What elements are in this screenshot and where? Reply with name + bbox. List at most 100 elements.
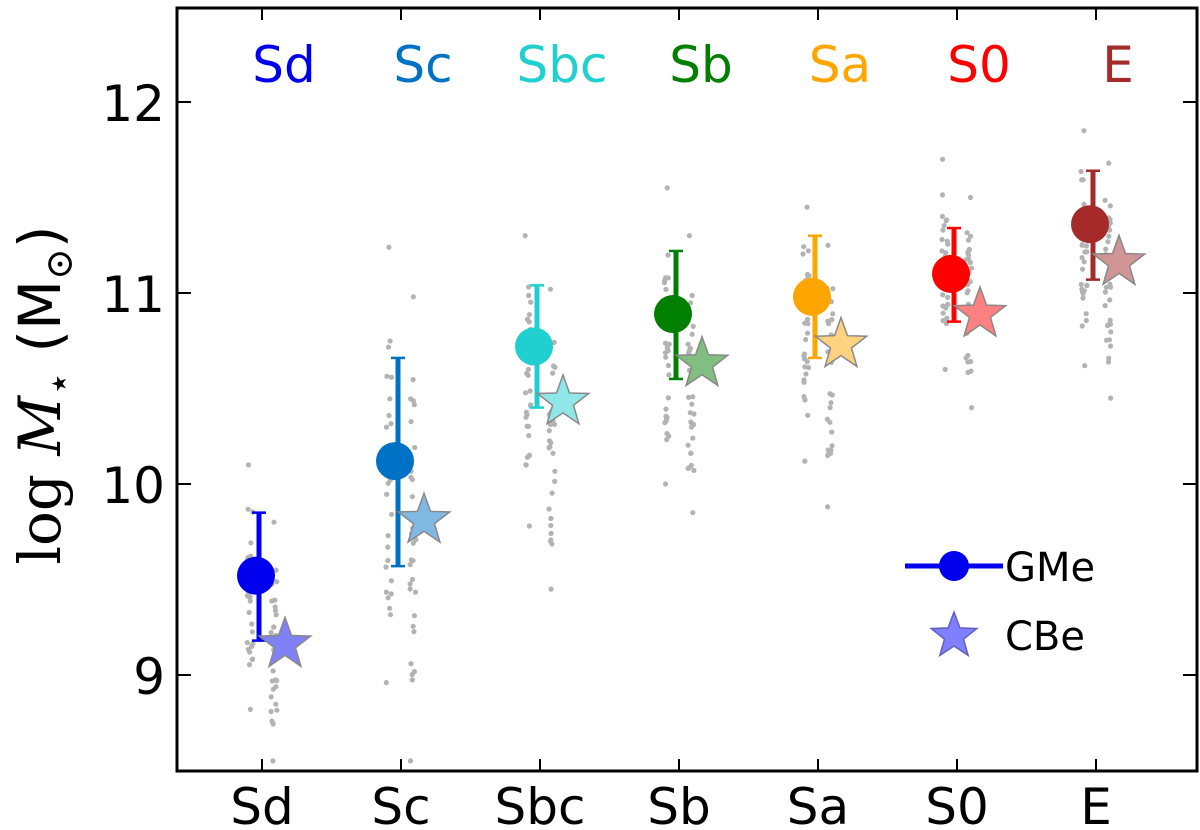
scatter-dot [272,604,278,610]
scatter-dot [245,462,252,468]
scatter-dot [939,192,946,198]
scatter-dot [830,286,836,292]
scatter-dot [383,424,390,430]
scatter-dot [940,303,946,309]
scatter-dot [407,758,414,764]
scatter-dot [1080,295,1086,301]
scatter-dot [939,236,945,243]
scatter-dot [552,468,558,474]
scatter-dot [409,494,415,500]
scatter-dot [1083,317,1089,324]
gme-point [793,277,831,316]
scatter-dot [939,213,946,219]
legend-gme-marker [939,551,969,581]
scatter-dot [247,598,253,604]
scatter-dot [270,758,276,764]
scatter-dot [940,292,946,298]
scatter-dot [685,341,691,347]
scatter-dot [407,581,413,587]
scatter-dot [248,540,254,546]
scatter-dot [685,442,691,448]
scatter-dot [1081,201,1087,207]
x-tick-label: Sc [371,778,430,830]
cbe-point [396,491,452,544]
scatter-dot [686,350,692,356]
scatter-dot [1107,343,1114,349]
scatter-dot [1083,311,1089,317]
scatter-dot [1083,243,1090,249]
scatter-dot [388,578,394,584]
scatter-dot [522,233,528,239]
scatter-dot [410,540,416,546]
scatter-dot [1102,197,1108,203]
scatter-dot [665,275,671,281]
scatter-dot [525,423,532,429]
scatter-dot [412,589,419,595]
cbe-point [674,334,730,388]
scatter-dot [686,233,692,239]
scatter-dot [1081,259,1087,265]
scatter-dot [664,185,670,191]
scatter-dot [273,684,279,690]
scatter-dot [526,292,532,299]
scatter-dot [249,621,255,627]
legend-cbe-label: CBe [1005,614,1085,660]
scatter-dot [384,491,390,497]
scatter-dot [550,450,556,456]
scatter-dot [247,706,253,713]
scatter-dot [825,447,831,453]
scatter-dot [1106,160,1112,166]
scatter-dot [1078,281,1084,287]
scatter-dot [663,286,669,292]
x-tick-label: Sa [787,778,849,830]
scatter-dot [662,481,669,487]
scatter-dot [825,504,831,510]
x-tick-label: Sbc [495,778,586,830]
scatter-dot [665,395,671,401]
scatter-dot [522,390,529,396]
scatter-dot [527,388,533,394]
scatter-dot [410,623,416,629]
cbe-point [535,372,591,426]
top-category-label: Sa [809,36,871,94]
scatter-dot [1081,128,1087,134]
scatter-dot [388,591,394,597]
scatter-dot [662,420,668,426]
cbe-point [257,615,313,669]
scatter-dot [825,452,831,459]
scatter-dot [546,428,552,434]
scatter-dot [1079,266,1086,272]
scatter-dot [965,252,972,258]
scatter-dot [386,412,392,419]
cbe-point [1091,233,1147,287]
scatter-dot [801,356,808,362]
scatter-dot [1105,239,1111,245]
scatter-dot [1106,337,1113,343]
scatter-dot [268,629,274,636]
scatter-dot [964,290,970,296]
scatter-dot [691,467,697,473]
scatter-dot [274,678,280,684]
scatter-dot [690,394,696,400]
scatter-dot [388,511,395,517]
scatter-dot [943,218,949,224]
scatter-dot [387,338,393,344]
scatter-dot [805,412,811,418]
scatter-dot [526,433,532,439]
scatter-dot [665,252,671,258]
scatter-dot [942,366,948,372]
scatter-dot [383,680,389,686]
scatter-dot [385,557,391,564]
y-tick-label: 10 [101,457,165,515]
scatter-dot [663,354,669,360]
scatter-dot [268,694,274,700]
scatter-dot [249,643,255,650]
scatter-dot [525,366,532,372]
scatter-dot [689,292,695,299]
scatter-dot [546,438,553,444]
scatter-dot [1084,282,1090,288]
gme-point [654,295,692,334]
scatter-dot [548,522,554,529]
scatter-dot [691,411,697,417]
gme-point [376,442,414,481]
